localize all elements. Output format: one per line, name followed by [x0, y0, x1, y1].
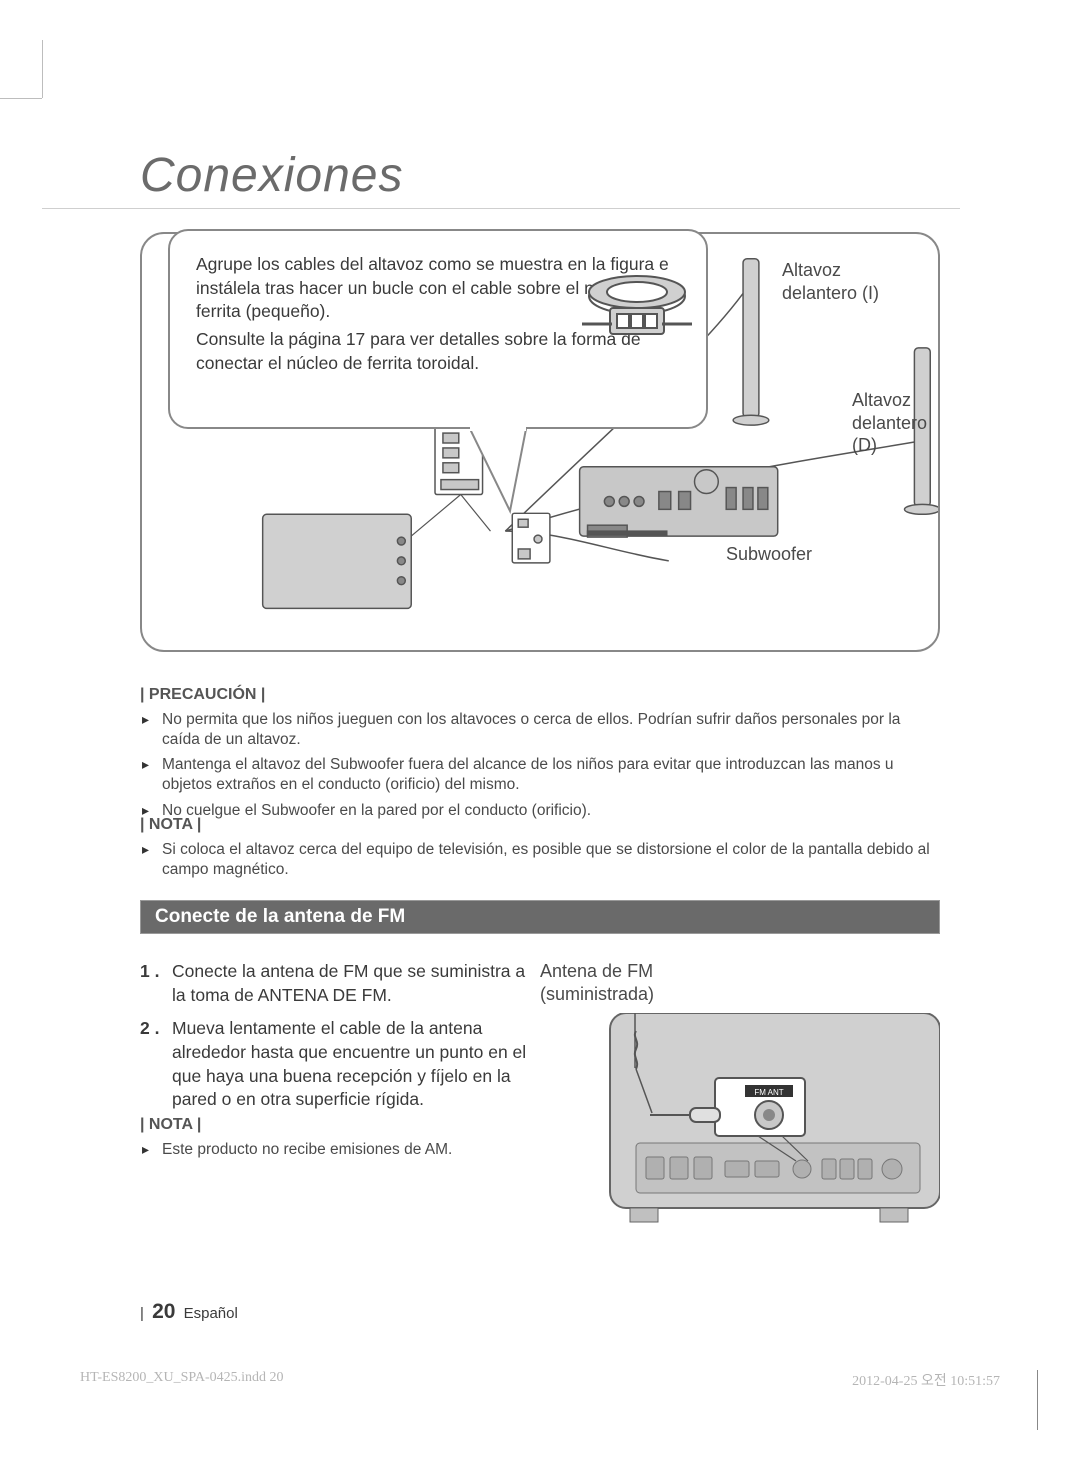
- print-file-name: HT-ES8200_XU_SPA-0425.indd 20: [80, 1370, 284, 1390]
- fm-antenna-label: Antena de FM (suministrada): [540, 960, 940, 1007]
- section-heading-text: Conecte de la antena de FM: [155, 906, 405, 928]
- print-timestamp: 2012-04-25 오전 10:51:57: [852, 1370, 1000, 1390]
- svg-text:FM ANT: FM ANT: [754, 1088, 783, 1097]
- nota1-list: Si coloca el altavoz cerca del equipo de…: [140, 840, 940, 880]
- nota1-block: | NOTA | Si coloca el altavoz cerca del …: [140, 816, 940, 885]
- crop-rule-vertical: [42, 40, 43, 98]
- footer-bar: |: [140, 1305, 144, 1322]
- nota2-list: Este producto no recibe emisiones de AM.: [140, 1140, 538, 1160]
- nota1-heading: | NOTA |: [140, 816, 940, 834]
- fm-steps: 1 . Conecte la antena de FM que se sumin…: [140, 960, 538, 1122]
- footer-page-number: 20: [152, 1300, 175, 1323]
- step-number: 2 .: [140, 1017, 172, 1112]
- nota2-item: Este producto no recibe emisiones de AM.: [140, 1140, 538, 1160]
- fm-diagram-svg: FM ANT: [540, 1013, 940, 1223]
- step-number: 1 .: [140, 960, 172, 1007]
- nota2-block: | NOTA | Este producto no recibe emision…: [140, 1116, 538, 1165]
- subwoofer-icon: [263, 514, 412, 608]
- label-front-right: Altavoz delantero (D): [852, 389, 938, 457]
- page-footer: | 20 Español: [140, 1300, 940, 1324]
- label-front-left: Altavoz delantero (I): [782, 259, 879, 304]
- precaution-item: No permita que los niños jueguen con los…: [140, 710, 940, 750]
- step-row: 1 . Conecte la antena de FM que se sumin…: [140, 960, 538, 1007]
- print-footer: HT-ES8200_XU_SPA-0425.indd 20 2012-04-25…: [80, 1370, 1000, 1390]
- step-text: Mueva lentamente el cable de la antena a…: [172, 1017, 538, 1112]
- footer-lang: Español: [184, 1305, 238, 1322]
- junction-box-icon: [512, 513, 550, 563]
- callout-tail-icon: [470, 427, 550, 517]
- ferrite-core-icon: [582, 274, 692, 344]
- precaution-list: No permita que los niños jueguen con los…: [140, 710, 940, 821]
- precaution-heading: | PRECAUCIÓN |: [140, 686, 940, 704]
- chapter-title: Conexiones: [140, 148, 404, 203]
- front-left-speaker-icon: [733, 259, 769, 425]
- precaution-block: | PRECAUCIÓN | No permita que los niños …: [140, 686, 940, 826]
- fm-diagram: Antena de FM (suministrada): [540, 960, 940, 1228]
- nota1-item: Si coloca el altavoz cerca del equipo de…: [140, 840, 940, 880]
- title-underline: [42, 208, 960, 209]
- page: Conexiones: [0, 0, 1080, 1479]
- speaker-diagram: Agrupe los cables del altavoz como se mu…: [140, 232, 940, 652]
- step-row: 2 . Mueva lentamente el cable de la ante…: [140, 1017, 538, 1112]
- crop-mark-icon: [1037, 1370, 1038, 1430]
- label-subwoofer: Subwoofer: [726, 543, 812, 566]
- nota2-heading: | NOTA |: [140, 1116, 538, 1134]
- step-text: Conecte la antena de FM que se suministr…: [172, 960, 538, 1007]
- receiver-icon: [580, 467, 778, 537]
- precaution-item: Mantenga el altavoz del Subwoofer fuera …: [140, 755, 940, 795]
- section-heading-bar: Conecte de la antena de FM: [140, 900, 940, 934]
- crop-rule-horizontal: [0, 98, 42, 99]
